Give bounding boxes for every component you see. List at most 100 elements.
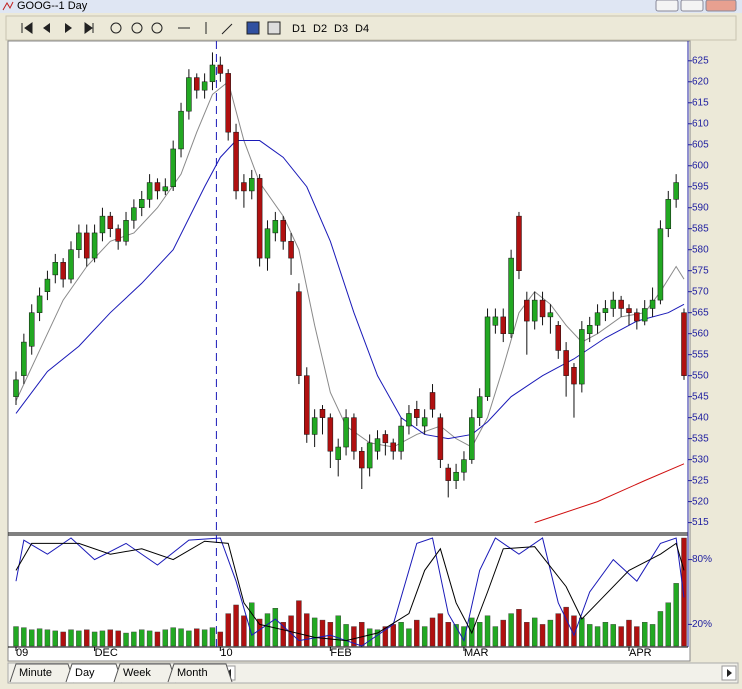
draw-tools[interactable] (178, 22, 233, 35)
candle-body (83, 232, 90, 259)
maximize-button[interactable] (680, 0, 704, 12)
y-tick-label: 535 (692, 433, 709, 444)
candle-body (209, 64, 216, 83)
x-tick-label: 10 (220, 647, 232, 659)
minimize-button[interactable] (655, 0, 679, 12)
x-tick-label: 09 (16, 647, 28, 659)
volume-bar (437, 613, 444, 647)
volume-bar (60, 631, 66, 647)
volume-bar (162, 629, 169, 647)
candle-body (626, 308, 632, 313)
props-button[interactable] (267, 21, 281, 35)
stochastic-line (15, 540, 685, 642)
x-tick-label: DEC (95, 647, 118, 659)
volume-bar (374, 629, 381, 647)
app-icon (2, 1, 14, 11)
zoom-out-button[interactable] (151, 22, 163, 34)
candle-body (319, 409, 326, 418)
volume-bar (681, 537, 687, 647)
volume-bar (36, 628, 43, 647)
y-tick-label: 625 (692, 55, 709, 66)
volume-bar (29, 629, 35, 647)
tab-label[interactable]: Day (75, 667, 95, 679)
timeframe-button[interactable]: D2 (313, 23, 327, 35)
candle-body (351, 417, 357, 452)
volume-bar (398, 622, 404, 647)
candle-body (217, 64, 224, 74)
zoom-in-button[interactable] (131, 22, 143, 34)
candle-body (681, 312, 687, 376)
volume-bar (359, 622, 365, 647)
candle-body (335, 446, 341, 460)
stochastic-line (15, 537, 685, 647)
volume-bar (634, 626, 640, 647)
candle-body (634, 312, 640, 322)
y-tick-label: 585 (692, 223, 709, 234)
y-tick-label: 580 (692, 244, 709, 255)
scroll-right-arrow (727, 669, 732, 677)
close-button[interactable] (705, 0, 737, 12)
candle-body (138, 199, 145, 208)
tab-label[interactable]: Week (123, 667, 151, 679)
candle-body (36, 295, 43, 313)
candle-body (445, 467, 451, 481)
window-title: GOOG--1 Day (17, 0, 88, 12)
volume-bar (524, 622, 530, 647)
y-tick-label: 605 (692, 139, 709, 150)
candle-body (602, 308, 609, 313)
zoom-buttons[interactable] (110, 21, 281, 35)
y-tick-label: 610 (692, 118, 709, 129)
candle-body (594, 312, 601, 326)
volume-bar (579, 617, 585, 647)
candle-body (366, 442, 373, 469)
prev-button[interactable] (43, 23, 50, 33)
timeframe-buttons[interactable]: D1 D2 D3 D4 (292, 23, 369, 35)
next-button[interactable] (65, 23, 72, 33)
first-button[interactable] (21, 22, 33, 34)
timeframe-button[interactable]: D1 (292, 23, 306, 35)
volume-bar (319, 619, 326, 647)
candle-body (476, 396, 483, 418)
tab-label[interactable]: Month (177, 667, 208, 679)
volume-bar (99, 630, 106, 647)
nav-buttons[interactable] (21, 22, 94, 34)
volume-bar (107, 629, 114, 647)
volume-bar (445, 622, 451, 647)
volume-bar (531, 617, 538, 647)
volume-bar (170, 627, 176, 647)
volume-bar (21, 627, 27, 647)
toolbar (5, 15, 737, 41)
candle-body (52, 262, 59, 276)
tab-label[interactable]: Minute (19, 667, 52, 679)
book-button[interactable] (246, 21, 260, 35)
tab[interactable] (167, 663, 233, 683)
window-controls[interactable] (655, 0, 737, 12)
candle-body (516, 215, 522, 271)
y-tick-label: 545 (692, 391, 709, 402)
candle-body (665, 199, 672, 229)
zoom-button[interactable] (110, 22, 122, 34)
candle-body (461, 459, 467, 473)
candle-body (406, 413, 412, 427)
volume-bar (390, 624, 396, 647)
volume-bar (84, 629, 90, 647)
candle-body (170, 148, 176, 187)
volume-bar (594, 626, 601, 647)
volume-bar (414, 619, 420, 647)
x-tick-label: APR (629, 647, 652, 659)
candle-body (641, 308, 648, 322)
last-button[interactable] (84, 22, 94, 34)
candle-body (359, 450, 365, 469)
candle-body (178, 110, 184, 150)
x-tick-label: FEB (330, 647, 351, 659)
timeframe-button[interactable]: D4 (355, 23, 369, 35)
volume-bar (343, 624, 349, 647)
volume-bar (178, 628, 184, 647)
timeframe-button[interactable]: D3 (334, 23, 348, 35)
volume-bar (610, 624, 616, 647)
volume-bar (280, 622, 286, 647)
candle-body (91, 232, 98, 259)
candle-body (21, 341, 27, 376)
volume-bar (241, 615, 247, 647)
